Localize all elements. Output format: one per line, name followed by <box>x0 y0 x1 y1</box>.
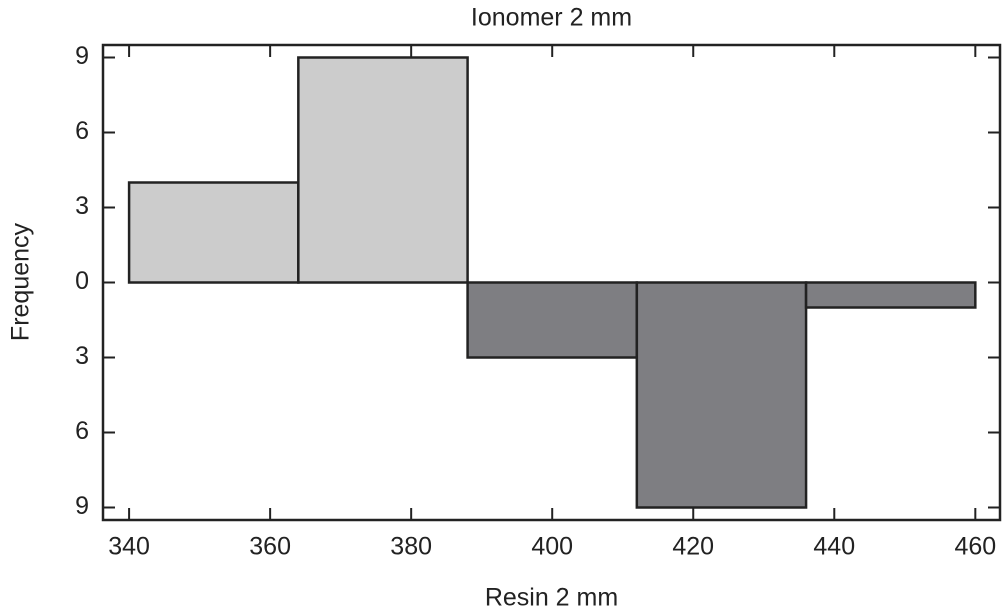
x-tick-label: 460 <box>954 533 996 561</box>
y-axis-label: Frequency <box>7 222 35 341</box>
x-tick-label: 420 <box>672 533 714 561</box>
y-tick-label: 0 <box>75 267 89 295</box>
y-tick-label: 9 <box>75 492 89 520</box>
y-tick-label: 3 <box>75 342 89 370</box>
series-name: Resin 2 mm <box>485 584 618 612</box>
x-tick-label: 400 <box>531 533 573 561</box>
bar <box>466 281 639 359</box>
y-tick-label: 6 <box>75 117 89 145</box>
bar <box>804 281 977 309</box>
y-tick-label: 3 <box>75 192 89 220</box>
x-tick-label: 380 <box>390 533 432 561</box>
bar <box>297 56 469 284</box>
y-tick-label: 6 <box>75 417 89 445</box>
y-tick-label: 9 <box>75 42 89 70</box>
x-tick-label: 340 <box>108 533 150 561</box>
x-tick-label: 440 <box>813 533 855 561</box>
bar <box>127 181 300 284</box>
bar <box>635 281 808 509</box>
x-tick-label: 360 <box>249 533 291 561</box>
series-name: Ionomer 2 mm <box>471 4 632 32</box>
